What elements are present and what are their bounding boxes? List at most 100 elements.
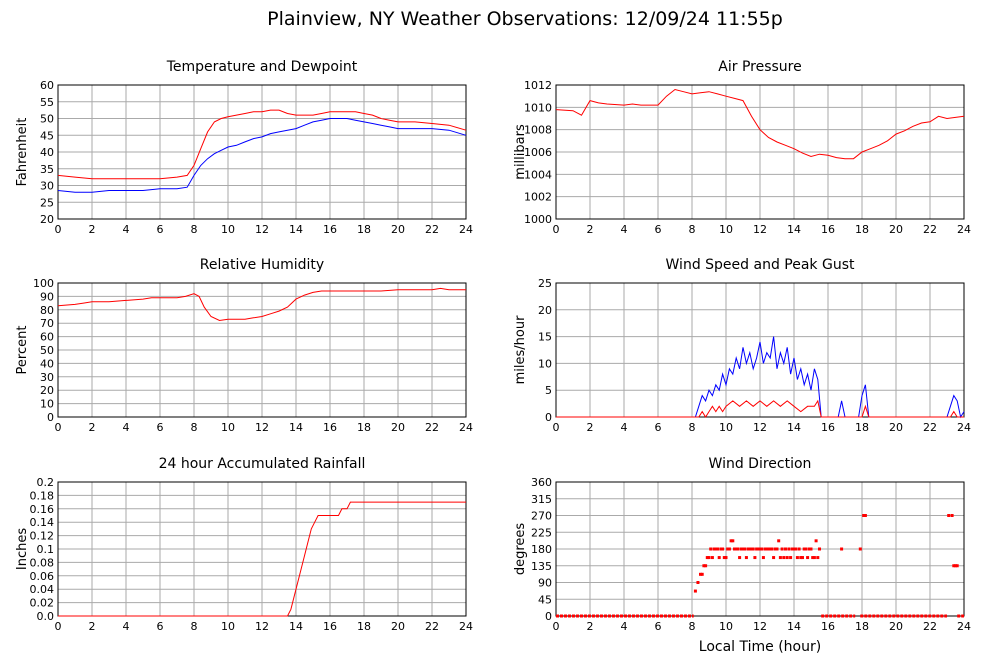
rain-y-tick-label: 0.04	[30, 583, 55, 596]
rain-x-tick-label: 12	[255, 620, 269, 633]
temp-y-tick-label: 40	[40, 146, 54, 159]
direction-point	[784, 547, 787, 551]
wind-y-tick-label: 0	[545, 411, 552, 424]
humidity-x-tick-label: 16	[323, 421, 337, 434]
direction-point	[802, 547, 806, 551]
direction-point	[782, 556, 786, 560]
direction-point	[773, 547, 777, 551]
direction-y-tick-label: 180	[531, 543, 552, 556]
temp-y-tick-label: 60	[40, 79, 54, 92]
direction-point	[705, 556, 709, 560]
direction-point	[727, 547, 731, 551]
rain-y-tick-label: 0.16	[30, 503, 55, 516]
temp-series-0-line	[57, 109, 467, 180]
direction-point	[741, 547, 745, 551]
direction-point	[760, 547, 764, 551]
rain-x-tick-label: 20	[391, 620, 405, 633]
humidity-y-tick-label: 40	[40, 357, 54, 370]
direction-point	[743, 547, 747, 551]
direction-point	[733, 547, 736, 551]
rain-x-tick-label: 22	[425, 620, 439, 633]
direction-frame	[555, 481, 965, 617]
direction-point	[797, 547, 801, 551]
temp-y-tick-label: 30	[40, 180, 54, 193]
pressure-x-tick-label: 16	[821, 223, 835, 236]
pressure-x-tick-label: 8	[689, 223, 696, 236]
rain-y-tick-label: 0.14	[30, 516, 55, 529]
rain-series-0-line	[58, 501, 466, 617]
direction-point	[748, 547, 752, 551]
wind-x-tick-label: 8	[689, 421, 696, 434]
direction-point	[780, 547, 784, 551]
direction-y-tick-label: 225	[531, 526, 552, 539]
pressure-x-tick-label: 24	[957, 223, 971, 236]
direction-point	[699, 572, 702, 576]
direction-y-tick-label: 315	[531, 493, 552, 506]
humidity-x-tick-label: 0	[55, 421, 62, 434]
direction-point	[734, 547, 738, 551]
wind-y-tick-label: 20	[538, 304, 552, 317]
direction-point	[753, 556, 757, 560]
humidity-x-tick-label: 6	[157, 421, 164, 434]
direction-point	[739, 547, 743, 551]
direction-point	[710, 556, 714, 560]
direction-chart-title: Wind Direction	[709, 456, 812, 472]
direction-point	[814, 539, 818, 543]
direction-x-tick-label: 8	[689, 620, 696, 633]
pressure-x-tick-label: 12	[753, 223, 767, 236]
temp-series-1-line	[57, 118, 467, 193]
direction-x-tick-label: 14	[787, 620, 801, 633]
rain-y-tick-label: 0.06	[30, 570, 55, 583]
direction-point	[858, 547, 862, 551]
direction-point	[955, 564, 959, 568]
direction-point	[729, 539, 733, 543]
humidity-y-tick-label: 60	[40, 331, 54, 344]
temp-y-tick-label: 50	[40, 113, 54, 126]
rain-x-tick-label: 6	[157, 620, 164, 633]
temp-y-tick-label: 20	[40, 213, 54, 226]
pressure-chart-title: Air Pressure	[718, 59, 801, 75]
direction-point	[767, 547, 770, 551]
humidity-y-tick-label: 70	[40, 317, 54, 330]
direction-point	[840, 547, 844, 551]
temp-x-tick-label: 4	[123, 223, 130, 236]
wind-y-tick-label: 10	[538, 357, 552, 370]
direction-point	[862, 514, 866, 517]
direction-point	[717, 556, 721, 560]
direction-point	[954, 564, 957, 568]
direction-point	[765, 547, 769, 551]
direction-point	[751, 547, 755, 551]
temp-x-tick-label: 16	[323, 223, 337, 236]
temp-x-tick-label: 10	[221, 223, 235, 236]
direction-point	[750, 547, 753, 551]
direction-point	[731, 539, 735, 543]
pressure-y-axis-label: millibars	[513, 124, 528, 180]
wind-series-1-line	[556, 399, 964, 418]
humidity-x-tick-label: 20	[391, 421, 405, 434]
direction-point	[792, 547, 796, 551]
direction-point	[806, 556, 810, 560]
direction-point	[702, 564, 706, 568]
temp-x-tick-label: 14	[289, 223, 303, 236]
pressure-y-tick-label: 1012	[524, 79, 552, 92]
direction-point	[738, 556, 742, 560]
wind-x-tick-label: 12	[753, 421, 767, 434]
wind-x-tick-label: 16	[821, 421, 835, 434]
rain-y-tick-label: 0.2	[37, 476, 55, 489]
temp-x-tick-label: 20	[391, 223, 405, 236]
rain-y-tick-label: 0.0	[37, 610, 55, 623]
direction-point	[724, 556, 728, 560]
rain-y-tick-label: 0.08	[30, 556, 55, 569]
direction-point	[736, 547, 740, 551]
direction-point	[804, 547, 808, 551]
direction-point	[714, 547, 718, 551]
direction-point	[818, 547, 821, 551]
direction-y-tick-label: 135	[531, 560, 552, 573]
pressure-x-tick-label: 10	[719, 223, 733, 236]
rain-x-tick-label: 0	[55, 620, 62, 633]
direction-y-tick-label: 0	[545, 610, 552, 623]
direction-point	[709, 547, 713, 551]
direction-x-tick-label: 16	[821, 620, 835, 633]
pressure-y-tick-label: 1002	[524, 191, 552, 204]
